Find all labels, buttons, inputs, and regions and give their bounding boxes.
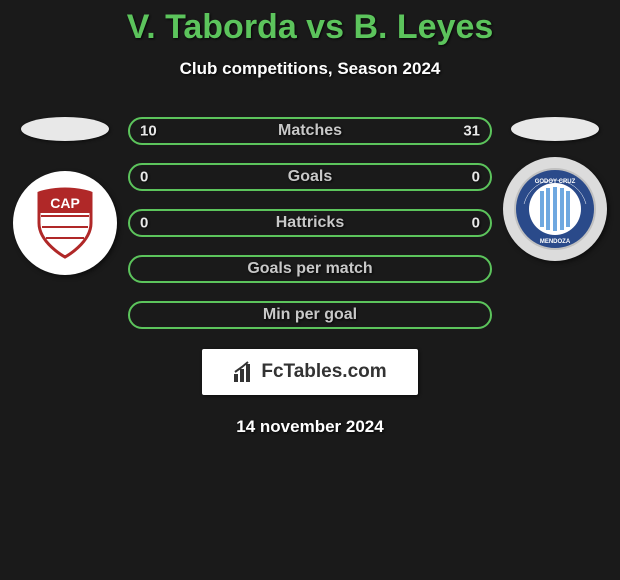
fctables-logo[interactable]: FcTables.com: [202, 349, 418, 395]
right-column: GODOY CRUZ MENDOZA: [500, 117, 610, 261]
club-badge-left: CAP: [13, 171, 117, 275]
stat-row-goals: 0 Goals 0: [128, 163, 492, 191]
left-column: CAP: [10, 117, 120, 275]
stat-label: Min per goal: [263, 306, 357, 324]
stat-right-value: 0: [472, 215, 480, 232]
stat-left-value: 0: [140, 169, 148, 186]
date-label: 14 november 2024: [0, 417, 620, 437]
stat-right-value: 31: [463, 123, 480, 140]
logo-text: FcTables.com: [261, 361, 386, 383]
stat-label: Goals per match: [247, 260, 372, 278]
stat-label: Hattricks: [276, 214, 344, 232]
crest-icon: GODOY CRUZ MENDOZA: [512, 166, 598, 252]
stat-left-value: 10: [140, 123, 157, 140]
stat-row-goals-per-match: Goals per match: [128, 255, 492, 283]
club-badge-right: GODOY CRUZ MENDOZA: [503, 157, 607, 261]
shield-icon: CAP: [25, 183, 105, 263]
svg-text:GODOY CRUZ: GODOY CRUZ: [535, 179, 576, 185]
player-oval-left: [21, 117, 109, 141]
bars-icon: [233, 361, 255, 383]
stats-column: 10 Matches 31 0 Goals 0 0 Hattricks 0 Go…: [120, 117, 500, 329]
svg-text:MENDOZA: MENDOZA: [540, 239, 571, 245]
stat-label: Goals: [288, 168, 332, 186]
stat-label: Matches: [278, 122, 342, 140]
comparison-card: V. Taborda vs B. Leyes Club competitions…: [0, 0, 620, 437]
page-title: V. Taborda vs B. Leyes: [0, 8, 620, 47]
subtitle: Club competitions, Season 2024: [0, 59, 620, 79]
stat-row-matches: 10 Matches 31: [128, 117, 492, 145]
main-row: CAP 10 Matches 31 0 Goals 0 0 Hattricks …: [0, 117, 620, 329]
stat-row-min-per-goal: Min per goal: [128, 301, 492, 329]
stat-row-hattricks: 0 Hattricks 0: [128, 209, 492, 237]
stat-right-value: 0: [472, 169, 480, 186]
stat-left-value: 0: [140, 215, 148, 232]
player-oval-right: [511, 117, 599, 141]
svg-text:CAP: CAP: [50, 195, 80, 211]
